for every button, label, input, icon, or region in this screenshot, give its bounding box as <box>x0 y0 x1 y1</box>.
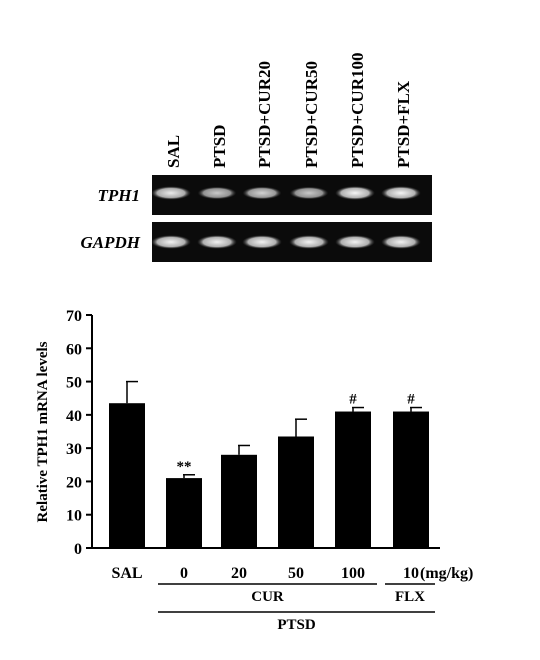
y-tick-label: 30 <box>66 441 82 458</box>
significance-label: # <box>349 392 357 408</box>
x-tick-label: 50 <box>288 565 304 582</box>
lane-labels: SAL PTSD PTSD+CUR20 PTSD+CUR50 PTSD+CUR100 PT… <box>164 53 413 168</box>
gel-panels: TPH1 GAPDH <box>81 175 432 262</box>
group-label: PTSD <box>277 617 316 633</box>
gel-label: TPH1 <box>98 186 141 205</box>
x-tick-label: SAL <box>111 565 142 582</box>
lane-label: PTSD <box>210 125 229 168</box>
significance-label: ** <box>177 459 192 475</box>
bar <box>335 411 371 548</box>
group-label: FLX <box>395 589 425 605</box>
gel-label: GAPDH <box>81 233 141 252</box>
bar-chart: Relative TPH1 mRNA levels (mg/kg) 0 10 20 3… <box>35 308 473 633</box>
y-tick-label: 70 <box>66 308 82 325</box>
lane-label: PTSD+FLX <box>394 80 413 168</box>
y-tick-label: 10 <box>66 508 82 525</box>
gel-band <box>289 186 329 200</box>
significance-label: # <box>407 392 415 408</box>
bar <box>278 436 314 548</box>
lane-label: PTSD+CUR50 <box>302 61 321 168</box>
y-axis-label: Relative TPH1 mRNA levels <box>35 341 51 522</box>
x-tick-label: 100 <box>341 565 365 582</box>
gel-band <box>242 235 282 249</box>
gel-band <box>335 186 375 200</box>
y-tick-label: 40 <box>66 408 82 425</box>
bar <box>109 403 145 548</box>
x-tick-label: 10 <box>403 565 419 582</box>
bar <box>221 454 257 548</box>
x-tick-label: 0 <box>180 565 188 582</box>
gel-band <box>151 235 191 249</box>
lane-label: SAL <box>164 135 183 168</box>
lane-label: PTSD+CUR20 <box>255 61 274 168</box>
gel-band <box>197 186 237 200</box>
unit-label: (mg/kg) <box>420 565 473 582</box>
gel-band <box>381 235 421 249</box>
gel-band <box>289 235 329 249</box>
gel-band <box>197 235 237 249</box>
y-tick-label: 50 <box>66 375 82 392</box>
y-tick-label: 20 <box>66 474 82 491</box>
gel-band <box>151 186 191 200</box>
gel-band <box>242 186 282 200</box>
gel-band <box>335 235 375 249</box>
bar <box>166 478 202 548</box>
bar <box>393 411 429 548</box>
y-tick-label: 0 <box>74 541 82 558</box>
gel-band <box>381 186 421 200</box>
x-tick-label: 20 <box>231 565 247 582</box>
y-tick-label: 60 <box>66 341 82 358</box>
group-label: CUR <box>251 589 284 605</box>
lane-label: PTSD+CUR100 <box>348 53 367 168</box>
